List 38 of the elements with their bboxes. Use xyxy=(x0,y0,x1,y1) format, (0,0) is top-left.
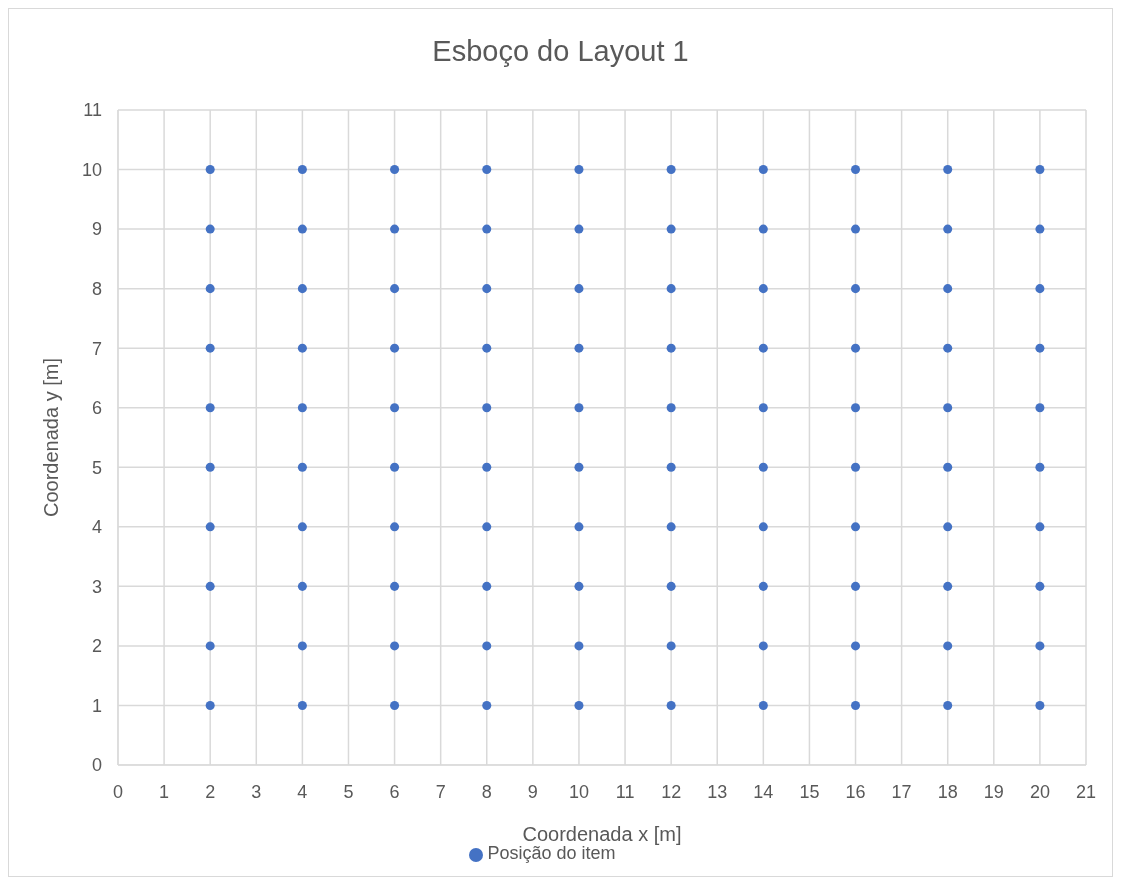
y-tick-label: 6 xyxy=(91,398,102,419)
x-tick-label: 15 xyxy=(799,781,820,802)
x-tick-label: 10 xyxy=(568,781,589,802)
y-tick-label: 10 xyxy=(81,159,102,180)
x-tick-label: 2 xyxy=(205,781,216,802)
y-tick-label: 7 xyxy=(91,338,102,359)
x-tick-label: 7 xyxy=(435,781,446,802)
y-tick-label: 5 xyxy=(91,457,102,478)
y-tick-label: 0 xyxy=(91,755,102,776)
x-tick-label: 9 xyxy=(527,781,538,802)
x-tick-label: 3 xyxy=(251,781,262,802)
x-tick-label: 16 xyxy=(845,781,866,802)
legend-label: Posição do item xyxy=(487,843,616,863)
x-tick-label: 6 xyxy=(389,781,400,802)
y-tick-label: 4 xyxy=(91,517,102,538)
y-tick-label: 11 xyxy=(83,100,102,121)
x-tick-label: 5 xyxy=(343,781,354,802)
y-tick-label: 1 xyxy=(91,695,102,716)
x-tick-label: 11 xyxy=(615,781,635,802)
x-axis-title: Coordenada x [m] xyxy=(522,823,682,845)
x-tick-label: 21 xyxy=(1075,781,1097,802)
y-tick-label: 2 xyxy=(91,636,102,657)
x-tick-label: 20 xyxy=(1029,781,1050,802)
x-tick-label: 18 xyxy=(937,781,958,802)
x-tick-label: 1 xyxy=(159,781,170,802)
x-tick-label: 13 xyxy=(707,781,728,802)
x-tick-label: 12 xyxy=(661,781,682,802)
x-tick-label: 14 xyxy=(753,781,774,802)
x-tick-label: 8 xyxy=(481,781,492,802)
x-tick-label: 17 xyxy=(891,781,912,802)
x-tick-label: 4 xyxy=(297,781,308,802)
y-tick-label: 8 xyxy=(91,279,102,300)
x-tick-label: 19 xyxy=(983,781,1004,802)
y-axis-title: Coordenada y [m] xyxy=(40,358,63,517)
x-tick-label: 0 xyxy=(112,781,124,802)
chart-title: Esboço do Layout 1 xyxy=(431,35,690,68)
y-tick-label: 3 xyxy=(91,576,102,597)
y-tick-label: 9 xyxy=(91,219,102,240)
